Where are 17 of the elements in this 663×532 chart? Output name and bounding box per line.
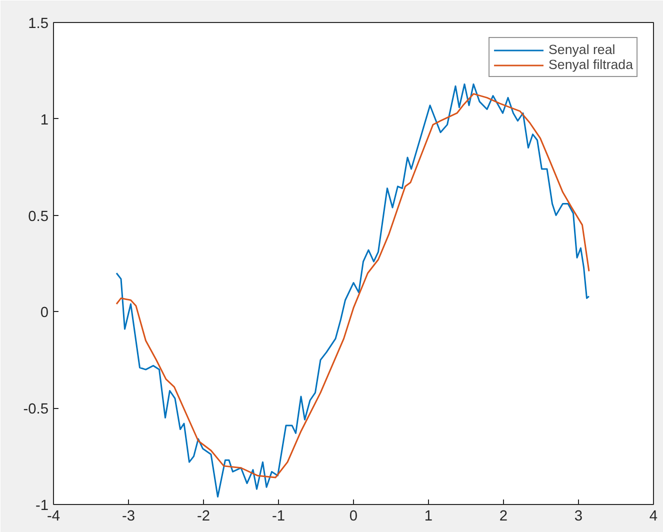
y-tick-label: -1	[35, 498, 49, 514]
legend-label: Senyal real	[548, 42, 616, 57]
x-tick-label: 2	[499, 508, 508, 524]
x-tick-label: 1	[424, 508, 433, 524]
y-tick-label: -0.5	[23, 402, 49, 418]
x-tick-label: -2	[196, 508, 210, 524]
y-tick-label: 0.5	[28, 208, 48, 225]
x-tick-label: 4	[649, 508, 658, 524]
legend-label: Senyal filtrada	[548, 57, 633, 72]
x-tick-label: -4	[46, 508, 60, 524]
y-tick-label: 0	[40, 305, 49, 322]
x-tick-label: -3	[122, 508, 136, 524]
x-tick-label: 3	[574, 508, 583, 524]
x-tick-label: 0	[349, 508, 358, 524]
y-tick-label: 1.5	[28, 16, 48, 32]
x-tick-label: -1	[272, 508, 286, 524]
y-tick-label: 1	[40, 112, 49, 128]
